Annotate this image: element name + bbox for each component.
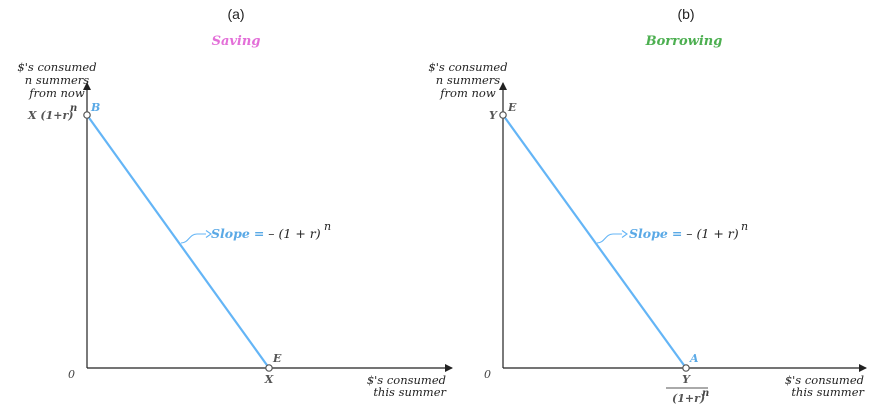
panel-b-point-e-label: E (507, 101, 517, 114)
panel-b-slope-equals: = (672, 226, 682, 241)
panel-a: (a) Saving $'s consumed n summers from n… (17, 6, 453, 399)
panel-a-x-axis-label-line-1: $'s consumed (367, 373, 446, 387)
panel-a-point-b-label: B (90, 101, 100, 114)
panel-a-slope-pointer-arrow (205, 230, 212, 238)
panel-b-title: Borrowing (645, 34, 723, 49)
panel-b-letter: (b) (677, 6, 694, 22)
panel-a-budget-line (86, 114, 270, 369)
panel-a-slope-label: Slope = – (1 + r) (211, 226, 321, 241)
panel-a-letter: (a) (227, 6, 244, 22)
panel-a-slope-pointer (180, 233, 206, 244)
panel-a-y-axis-label-line-3: from now (28, 86, 85, 100)
panel-b: (b) Borrowing $'s consumed n summers fro… (428, 6, 867, 405)
panel-b-slope-pointer-arrow (621, 230, 628, 238)
panel-b-point-a (682, 364, 690, 372)
panel-a-slope-word: Slope (211, 226, 250, 241)
panel-b-slope-label: Slope = – (1 + r) (629, 226, 739, 241)
panel-a-point-e (265, 364, 273, 372)
panel-a-x-axis-label-line-2: this summer (373, 385, 447, 399)
panel-a-point-e-label: E (272, 352, 282, 365)
panel-b-point-a-label: A (689, 352, 699, 365)
panel-a-slope-expression: – (1 + r) (268, 226, 320, 241)
panel-a-title: Saving (212, 34, 261, 49)
panel-b-y-axis-label-line-1: $'s consumed (428, 60, 507, 74)
panel-b-origin-label: 0 (484, 368, 491, 381)
panel-a-y-intercept-label: X (1+r) (27, 109, 73, 122)
panel-b-y-axis-label-line-2: n summers (436, 73, 500, 87)
panel-b-x-intercept-sup: n (702, 388, 709, 399)
panel-b-x-intercept-numerator: Y (682, 373, 691, 386)
panel-b-slope-word: Slope (629, 226, 668, 241)
panel-b-slope-sup: n (741, 220, 748, 233)
panel-b-x-axis-label-line-1: $'s consumed (785, 373, 864, 387)
panel-a-point-b (83, 111, 91, 119)
panel-b-y-axis-label-line-3: from now (439, 86, 496, 100)
panel-b-point-e (499, 111, 507, 119)
panel-a-origin-label: 0 (68, 368, 75, 381)
panel-a-slope-sup: n (324, 220, 331, 233)
panel-b-x-axis-label-line-2: this summer (791, 385, 865, 399)
panel-a-y-intercept-sup: n (70, 103, 77, 114)
panel-b-x-intercept-denominator: (1+r) (672, 392, 705, 405)
panel-b-budget-line (502, 114, 687, 369)
panel-a-y-axis-label-line-2: n summers (25, 73, 89, 87)
panel-a-x-intercept-label: X (264, 373, 274, 386)
panel-a-slope-equals: = (254, 226, 264, 241)
panel-b-slope-expression: – (1 + r) (686, 226, 738, 241)
panel-b-slope-pointer (596, 233, 622, 244)
panel-b-y-intercept-label: Y (489, 109, 498, 122)
panel-a-y-axis-label-line-1: $'s consumed (17, 60, 96, 74)
